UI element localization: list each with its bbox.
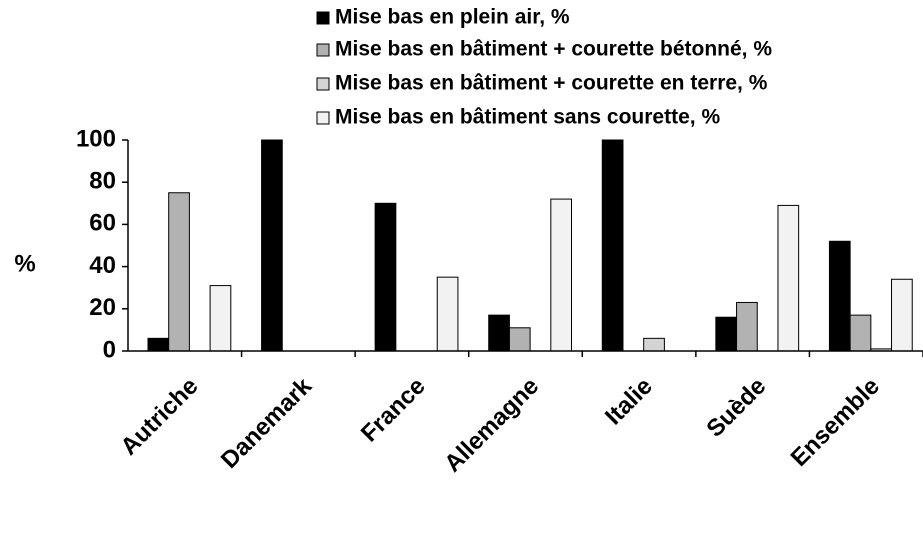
legend-swatch xyxy=(316,43,330,57)
x-tick-label: Allemagne xyxy=(439,373,544,478)
bar xyxy=(601,139,624,352)
x-tick-label: Danemark xyxy=(216,372,318,474)
bar xyxy=(891,278,913,352)
x-tick-label: Ensemble xyxy=(786,373,885,472)
bar xyxy=(508,327,531,352)
x-tick-label: Autriche xyxy=(116,373,204,461)
legend-label: Mise bas en plein air, % xyxy=(335,6,570,29)
y-tick-label: 40 xyxy=(89,252,116,279)
bar xyxy=(777,204,800,352)
legend-swatch xyxy=(316,77,330,91)
bar xyxy=(209,285,232,352)
legend-swatch xyxy=(316,111,330,125)
bar xyxy=(736,301,758,352)
y-tick-label: 60 xyxy=(89,210,116,237)
bar xyxy=(828,240,851,352)
bar xyxy=(643,337,665,352)
x-tick-label: Suède xyxy=(701,373,771,443)
bar xyxy=(261,139,283,352)
y-tick-label: 0 xyxy=(103,336,116,363)
bar xyxy=(488,314,510,352)
legend-label: Mise bas en bâtiment sans courette, % xyxy=(335,106,720,129)
bar xyxy=(715,316,738,352)
legend-label: Mise bas en bâtiment + courette bétonné,… xyxy=(335,38,772,61)
legend-swatch xyxy=(316,11,330,25)
x-tick-label: Italie xyxy=(600,373,658,431)
x-tick-label: France xyxy=(356,373,431,448)
y-axis-label: % xyxy=(14,250,35,277)
legend-label: Mise bas en bâtiment + courette en terre… xyxy=(335,72,768,95)
bar xyxy=(550,198,573,352)
bar xyxy=(147,337,170,352)
y-tick-label: 20 xyxy=(89,294,116,321)
y-tick-label: 80 xyxy=(89,168,116,195)
bar xyxy=(168,192,190,352)
bar xyxy=(436,276,459,352)
y-tick-label: 100 xyxy=(76,125,116,152)
bar xyxy=(849,314,872,352)
bar xyxy=(374,202,397,352)
